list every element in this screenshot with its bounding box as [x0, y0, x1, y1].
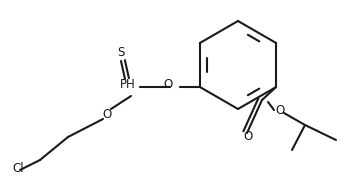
Text: O: O — [103, 107, 112, 120]
Text: S: S — [117, 46, 125, 60]
Text: Cl: Cl — [12, 162, 24, 174]
Text: O: O — [163, 78, 173, 92]
Text: O: O — [276, 103, 285, 117]
Text: PH: PH — [120, 78, 136, 92]
Text: O: O — [244, 130, 253, 142]
